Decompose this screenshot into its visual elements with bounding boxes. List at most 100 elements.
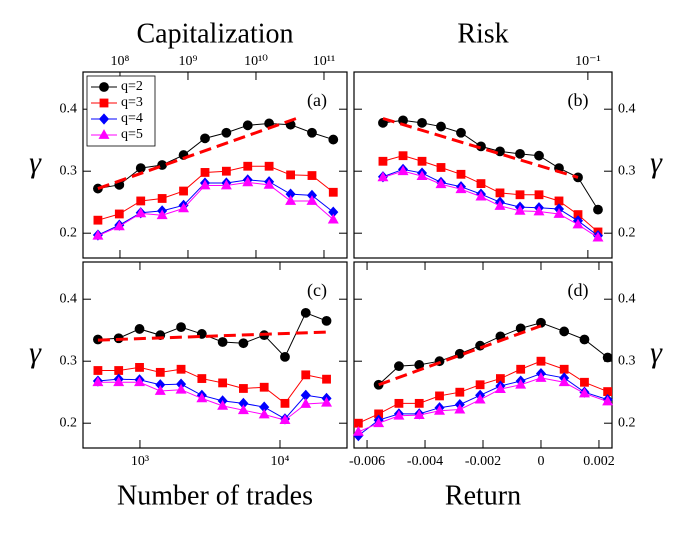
data-point <box>243 161 253 171</box>
data-point <box>136 196 146 206</box>
x-tick-label: 10¹⁰ <box>244 54 268 69</box>
data-point <box>579 334 590 345</box>
data-point <box>417 156 427 166</box>
legend-label: q=4 <box>121 111 143 126</box>
y-tick-label: 0.3 <box>60 353 78 368</box>
legend-marker <box>99 82 109 92</box>
data-point <box>221 127 232 138</box>
data-point <box>321 396 333 407</box>
y-tick-label: 0.3 <box>618 353 636 368</box>
data-point <box>178 202 190 213</box>
data-point <box>157 194 167 203</box>
data-point <box>456 169 466 179</box>
plot-frame <box>82 261 348 449</box>
data-point <box>353 418 363 428</box>
y-axis-label: γ <box>29 146 42 179</box>
data-point <box>553 208 565 218</box>
x-tick-label: -0.004 <box>407 454 443 469</box>
data-point <box>455 387 465 397</box>
data-point <box>175 383 187 394</box>
data-point <box>352 426 364 436</box>
x-axis-label: Return <box>445 480 521 511</box>
y-tick-label: 0.4 <box>60 291 78 306</box>
data-point <box>217 400 229 410</box>
data-point <box>200 168 210 177</box>
data-point <box>92 376 104 387</box>
data-point <box>414 398 424 408</box>
series-line <box>382 168 599 237</box>
data-point <box>300 398 312 408</box>
data-point <box>328 187 338 197</box>
data-point <box>435 391 444 401</box>
data-point <box>328 134 339 145</box>
data-point <box>92 229 104 240</box>
data-point <box>559 364 569 374</box>
y-tick-label: 0.4 <box>618 101 636 116</box>
data-point <box>113 376 125 387</box>
data-point <box>263 179 275 189</box>
fit-line <box>378 324 542 387</box>
x-axis-label: Risk <box>457 18 508 49</box>
data-point <box>237 404 249 415</box>
x-tick-label: 0.002 <box>583 454 615 469</box>
data-point <box>593 204 603 215</box>
x-tick-label: -0.006 <box>349 454 385 469</box>
data-point <box>602 395 614 406</box>
data-point <box>258 408 270 419</box>
data-point <box>602 352 613 363</box>
data-point <box>176 364 186 374</box>
data-point <box>156 209 168 220</box>
y-axis-label: γ <box>29 336 42 369</box>
series-line <box>97 179 334 236</box>
x-axis-label: Number of trades <box>117 480 313 511</box>
data-point <box>558 376 570 387</box>
data-point <box>113 220 125 231</box>
data-point <box>435 178 447 189</box>
x-tick-label: 10⁴ <box>271 454 290 469</box>
fit-line <box>97 330 327 342</box>
data-point <box>242 120 253 131</box>
data-point <box>495 188 505 198</box>
x-tick-label: 0 <box>537 454 544 469</box>
data-point <box>279 414 291 425</box>
data-point <box>514 205 526 215</box>
series-line <box>382 119 599 210</box>
data-point <box>578 387 590 398</box>
panel-label: (a) <box>307 90 327 111</box>
data-point <box>559 326 570 337</box>
data-point <box>200 133 210 144</box>
data-point <box>307 127 317 138</box>
data-point <box>398 151 408 161</box>
panel-label: (d) <box>568 280 589 301</box>
data-point <box>580 377 589 387</box>
data-point <box>114 209 124 219</box>
data-point <box>217 337 228 347</box>
data-point <box>373 417 385 428</box>
data-point <box>534 150 544 161</box>
y-tick-label: 0.4 <box>60 101 78 116</box>
series-line <box>382 155 599 233</box>
data-point <box>394 361 404 372</box>
data-point <box>454 403 466 414</box>
data-point <box>322 374 331 384</box>
data-point <box>397 165 409 176</box>
data-point <box>378 156 388 166</box>
legend-label: q=5 <box>121 127 143 142</box>
data-point <box>393 409 405 420</box>
data-point <box>515 378 527 389</box>
series-line <box>97 181 334 237</box>
data-point <box>434 404 446 415</box>
series-line <box>97 378 327 420</box>
series-line <box>382 170 599 238</box>
data-point <box>218 378 228 388</box>
data-point <box>286 170 296 180</box>
data-point <box>154 385 166 395</box>
data-point <box>474 393 486 404</box>
data-point <box>238 338 249 349</box>
y-tick-label: 0.3 <box>60 163 78 178</box>
x-tick-label: 10⁻¹ <box>575 54 601 69</box>
data-point <box>259 382 269 392</box>
data-point <box>416 170 428 181</box>
data-point <box>239 384 248 393</box>
data-point <box>134 324 145 334</box>
